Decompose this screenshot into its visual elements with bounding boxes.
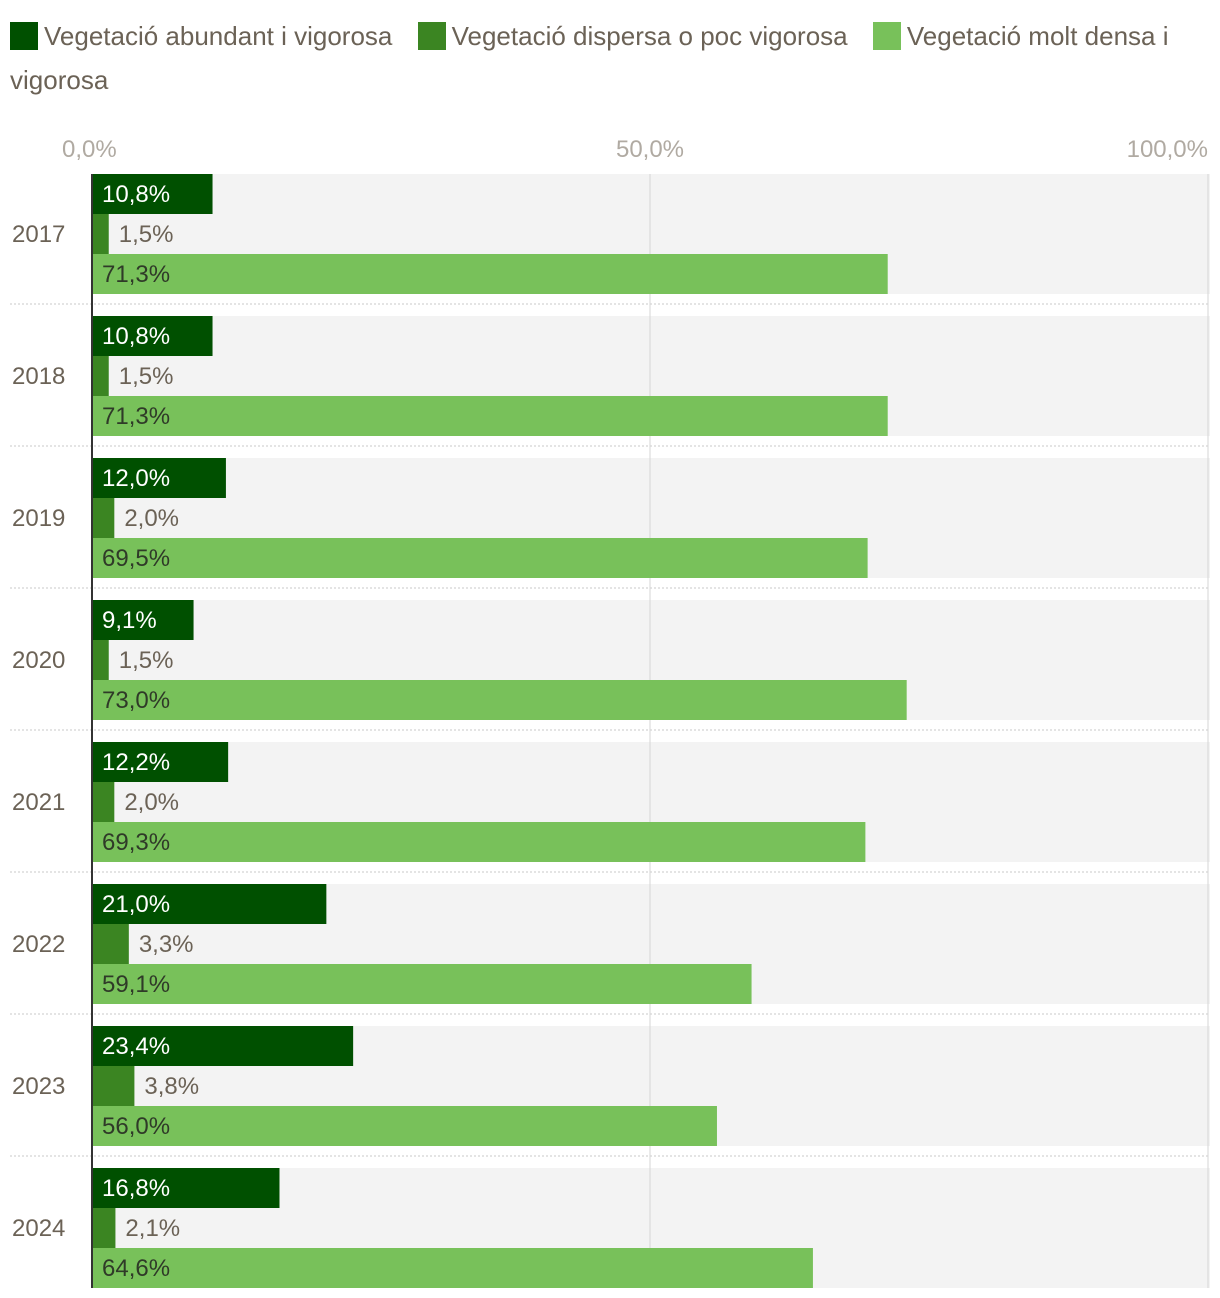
legend-item-abundant: Vegetació abundant i vigorosa — [10, 21, 392, 51]
bar-2020-s1 — [92, 640, 109, 680]
bar-2023-s1 — [92, 1066, 135, 1106]
legend-item-dispersa: Vegetació dispersa o poc vigorosa — [417, 21, 848, 51]
year-label-2019: 2019 — [12, 505, 65, 532]
year-label-2018: 2018 — [12, 363, 65, 390]
legend-swatch-dispersa — [417, 22, 446, 50]
data-label-2022-s2: 59,1% — [102, 971, 170, 998]
data-label-2017-s1: 1,5% — [119, 221, 174, 248]
year-label-2020: 2020 — [12, 647, 65, 674]
data-label-2020-s0: 9,1% — [102, 607, 157, 634]
bar-2018-s2 — [92, 396, 888, 436]
year-label-2021: 2021 — [12, 789, 65, 816]
bar-2023-s2 — [92, 1106, 717, 1146]
bar-2021-s2 — [92, 822, 866, 862]
data-label-2019-s2: 69,5% — [102, 545, 170, 572]
data-label-2019-s0: 12,0% — [102, 465, 170, 492]
bar-2019-s2 — [92, 538, 868, 578]
bar-2017-s2 — [92, 254, 888, 294]
bar-2022-s0 — [92, 884, 327, 924]
x-tick-label: 100,0% — [1127, 136, 1208, 163]
data-label-2022-s0: 21,0% — [102, 891, 170, 918]
data-label-2018-s2: 71,3% — [102, 403, 170, 430]
bar-2020-s0 — [92, 600, 194, 640]
x-tick-label: 50,0% — [616, 136, 684, 163]
bar-2019-s1 — [92, 498, 115, 538]
data-label-2024-s2: 64,6% — [102, 1255, 170, 1282]
bar-2019-s0 — [92, 458, 226, 498]
bar-2017-s1 — [92, 214, 109, 254]
year-label-2024: 2024 — [12, 1215, 65, 1242]
bar-2024-s2 — [92, 1248, 813, 1288]
year-label-2023: 2023 — [12, 1073, 65, 1100]
bar-2023-s0 — [92, 1026, 354, 1066]
data-label-2023-s0: 23,4% — [102, 1033, 170, 1060]
data-label-2023-s1: 3,8% — [144, 1073, 199, 1100]
data-label-2022-s1: 3,3% — [139, 931, 194, 958]
data-label-2021-s0: 12,2% — [102, 749, 170, 776]
data-label-2023-s2: 56,0% — [102, 1113, 170, 1140]
data-label-2020-s2: 73,0% — [102, 687, 170, 714]
legend-item-densa: Vegetació molt densa i vigorosa — [10, 21, 1169, 95]
legend-label-dispersa: Vegetació dispersa o poc vigorosa — [451, 21, 848, 51]
data-label-2020-s1: 1,5% — [119, 647, 174, 674]
bar-2021-s0 — [92, 742, 229, 782]
bar-2018-s0 — [92, 316, 213, 356]
x-tick-label: 0,0% — [62, 136, 117, 163]
data-label-2018-s1: 1,5% — [119, 363, 174, 390]
legend: Vegetació abundant i vigorosa Vegetació … — [10, 14, 1210, 102]
data-label-2017-s2: 71,3% — [102, 261, 170, 288]
bar-2018-s1 — [92, 356, 109, 396]
data-label-2021-s2: 69,3% — [102, 829, 170, 856]
legend-swatch-abundant — [10, 22, 38, 50]
bar-2017-s0 — [92, 174, 213, 214]
data-label-2018-s0: 10,8% — [102, 323, 170, 350]
data-label-2021-s1: 2,0% — [124, 789, 179, 816]
year-label-2017: 2017 — [12, 221, 65, 248]
bar-2022-s2 — [92, 964, 752, 1004]
bar-2024-s0 — [92, 1168, 280, 1208]
bar-2024-s1 — [92, 1208, 116, 1248]
data-label-2019-s1: 2,0% — [124, 505, 179, 532]
legend-label-densa: Vegetació molt densa i vigorosa — [10, 21, 1169, 95]
year-label-2022: 2022 — [12, 931, 65, 958]
data-label-2024-s1: 2,1% — [125, 1215, 180, 1242]
legend-label-abundant: Vegetació abundant i vigorosa — [44, 21, 393, 51]
bar-2022-s1 — [92, 924, 129, 964]
legend-swatch-densa — [872, 22, 901, 50]
bar-2021-s1 — [92, 782, 115, 822]
data-label-2017-s0: 10,8% — [102, 181, 170, 208]
data-label-2024-s0: 16,8% — [102, 1175, 170, 1202]
bar-2020-s2 — [92, 680, 907, 720]
